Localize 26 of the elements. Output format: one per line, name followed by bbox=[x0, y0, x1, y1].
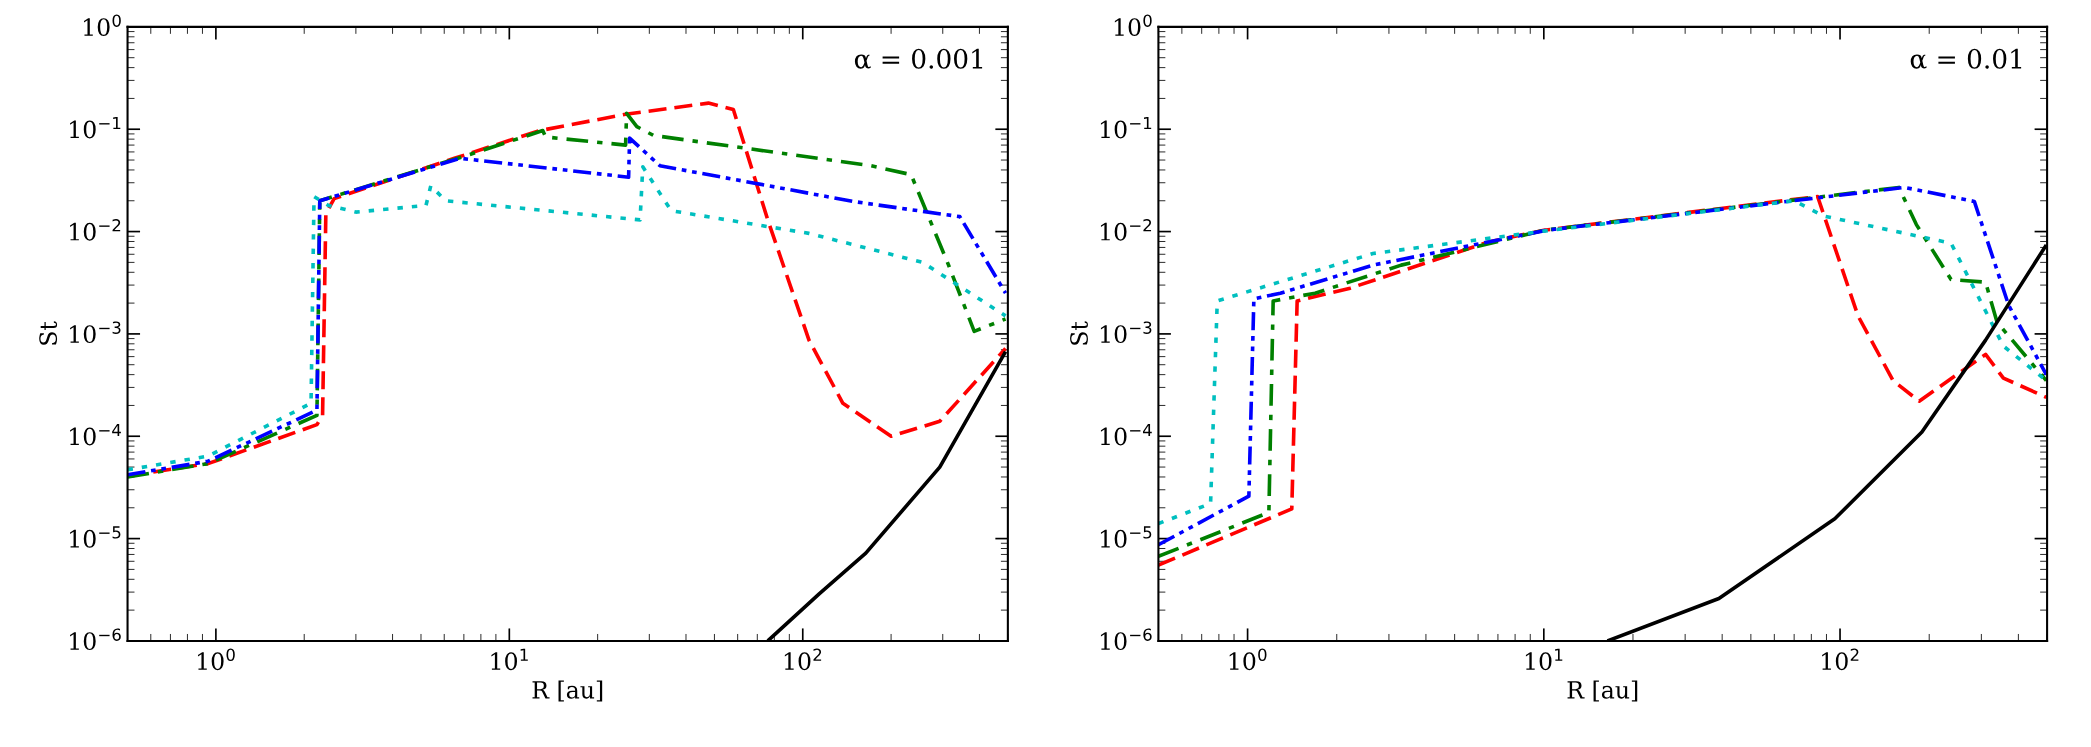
y-axis-title: St bbox=[39, 321, 58, 345]
y-tick-label: 10$^{0}$ bbox=[84, 14, 121, 37]
x-tick-label: 10$^{0}$ bbox=[197, 648, 235, 671]
y-tick-label: 10$^{−4}$ bbox=[1100, 423, 1152, 446]
y-tick-label: 10$^{−6}$ bbox=[1100, 628, 1152, 651]
x-tick-label: 10$^{2}$ bbox=[1822, 648, 1859, 671]
y-tick-label: 10$^{−3}$ bbox=[70, 321, 121, 344]
x-tick-label: 10$^{1}$ bbox=[1525, 648, 1563, 671]
x-axis-title: R [au] bbox=[1567, 680, 1638, 702]
y-tick-label: 10$^{0}$ bbox=[1114, 14, 1152, 37]
y-tick-label: 10$^{−5}$ bbox=[70, 526, 121, 548]
y-tick-label: 10$^{−2}$ bbox=[70, 219, 121, 241]
x-tick-label: 10$^{2}$ bbox=[784, 648, 822, 671]
y-tick-label: 10$^{−1}$ bbox=[1100, 116, 1152, 139]
y-tick-label: 10$^{−4}$ bbox=[70, 423, 121, 446]
y-tick-label: 10$^{−6}$ bbox=[70, 628, 121, 651]
x-tick-label: 10$^{0}$ bbox=[1229, 648, 1267, 671]
x-tick-label: 10$^{1}$ bbox=[491, 648, 528, 671]
y-axis-title: St bbox=[1070, 321, 1088, 345]
y-tick-label: 10$^{−5}$ bbox=[1100, 526, 1152, 548]
x-axis-title: R [au] bbox=[532, 680, 603, 702]
y-tick-label: 10$^{−2}$ bbox=[1100, 219, 1152, 241]
y-tick-label: 10$^{−1}$ bbox=[70, 116, 121, 139]
y-tick-label: 10$^{−3}$ bbox=[1100, 321, 1152, 344]
annotation: α = 0.01 bbox=[1910, 48, 2022, 69]
annotation: α = 0.001 bbox=[854, 48, 983, 69]
